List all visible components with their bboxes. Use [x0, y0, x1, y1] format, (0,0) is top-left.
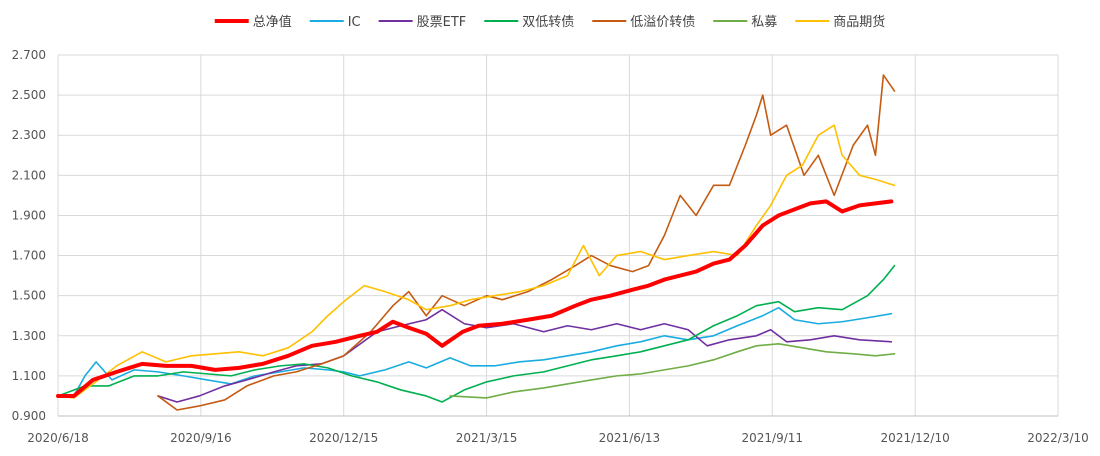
legend-label: 股票ETF [417, 15, 467, 30]
legend: 总净值 IC 股票ETF 双低转债 低溢价转债 私募 商品期货 [214, 14, 885, 30]
y-tick-label: 2.700 [12, 48, 46, 62]
legend-label: IC [348, 15, 361, 30]
y-tick-label: 1.100 [12, 369, 46, 383]
series-line-2 [157, 308, 893, 403]
legend-label: 总净值 [253, 14, 292, 30]
series-line-5 [449, 343, 896, 399]
x-tick-label: 2020/6/18 [27, 431, 89, 445]
legend-label: 私募 [751, 15, 777, 30]
x-tick-label: 2020/12/15 [309, 431, 378, 445]
series-lines [56, 74, 896, 411]
y-tick-label: 1.500 [12, 289, 46, 303]
series-line-6 [57, 124, 896, 399]
y-tick-label: 1.900 [12, 208, 46, 222]
legend-label: 双低转债 [522, 15, 574, 30]
legend-label: 商品期货 [833, 14, 885, 30]
series-line-1 [57, 306, 893, 397]
y-tick-label: 2.500 [12, 88, 46, 102]
y-tick-label: 2.300 [12, 128, 46, 142]
series-line-3 [57, 264, 896, 403]
y-tick-label: 0.900 [12, 409, 46, 423]
y-tick-label: 1.300 [12, 329, 46, 343]
series-line-0 [56, 199, 894, 398]
y-tick-label: 1.700 [12, 249, 46, 263]
x-tick-label: 2021/6/13 [599, 431, 661, 445]
x-tick-label: 2022/3/10 [1027, 431, 1089, 445]
legend-label: 低溢价转债 [630, 15, 695, 30]
x-tick-label: 2021/12/10 [881, 431, 950, 445]
x-tick-label: 2021/3/15 [456, 431, 518, 445]
x-tick-label: 2021/9/11 [742, 431, 804, 445]
series-line-4 [157, 74, 896, 411]
x-tick-label: 2020/9/16 [170, 431, 232, 445]
axes: 0.900 1.100 1.300 1.500 1.700 1.900 2.100 2.300… [12, 48, 1089, 445]
gridlines [57, 54, 1059, 417]
y-tick-label: 2.100 [12, 168, 46, 182]
